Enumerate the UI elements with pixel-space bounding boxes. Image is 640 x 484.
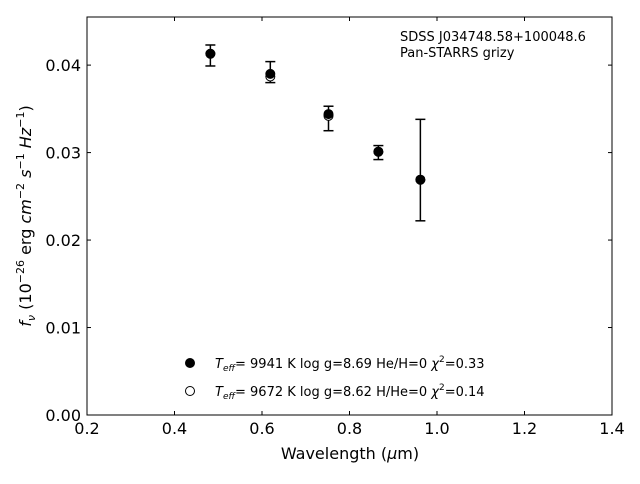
data-points [205, 48, 426, 185]
y-tick-label: 0.04 [45, 56, 81, 75]
legend-entry: Teff= 9672 K log g=8.62 H/He=0 χ2=0.14 [215, 383, 485, 402]
annotation-line1: SDSS J034748.58+100048.6 [400, 30, 586, 45]
axis-ticks: 0.2 0.4 0.6 0.8 1.0 1.2 1.4 0.00 0.01 0.02 0.03 0.0… [45, 17, 625, 438]
plot-frame [86, 16, 613, 416]
x-tick-label: 1.2 [512, 419, 537, 438]
error-bars [205, 44, 426, 222]
y-tick-label: 0.03 [45, 144, 81, 163]
y-tick-label: 0.00 [45, 406, 81, 425]
point-filled [265, 68, 276, 79]
x-tick-label: 1.0 [424, 419, 449, 438]
x-tick-label: 0.8 [337, 419, 362, 438]
legend: Teff= 9941 K log g=8.69 He/H=0 χ2=0.33 Te… [185, 355, 485, 402]
x-axis-title: Wavelength (μm) [281, 444, 419, 463]
point-filled [415, 174, 426, 185]
legend-marker [185, 386, 195, 396]
y-axis-title: fν (10−26 erg cm−2 s−1 Hz−1) [14, 105, 38, 326]
y-tick-label: 0.02 [45, 231, 81, 250]
legend-marker [185, 358, 195, 368]
point-filled [373, 146, 384, 157]
annotation-line2: Pan-STARRS grizy [400, 46, 515, 61]
x-tick-label: 0.4 [162, 419, 187, 438]
y-tick-label: 0.01 [45, 319, 81, 338]
point-filled [323, 109, 334, 120]
point-filled [205, 48, 216, 59]
x-tick-label: 0.2 [74, 419, 99, 438]
x-tick-label: 1.4 [599, 419, 624, 438]
legend-entry: Teff= 9941 K log g=8.69 He/H=0 χ2=0.33 [215, 355, 485, 374]
x-tick-label: 0.6 [249, 419, 274, 438]
